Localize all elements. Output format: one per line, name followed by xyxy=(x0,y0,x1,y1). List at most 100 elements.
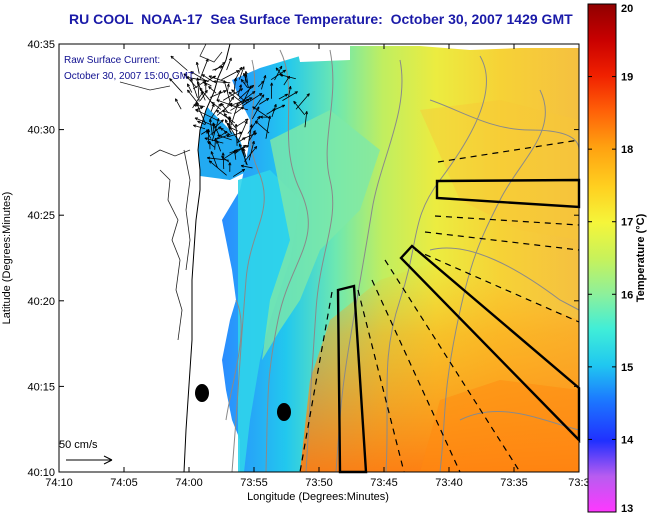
current-vector xyxy=(209,90,227,98)
current-vector xyxy=(237,91,256,106)
y-tick-label: 40:25 xyxy=(27,210,55,222)
current-vector xyxy=(223,113,237,129)
current-vector xyxy=(204,137,224,144)
current-vector-head xyxy=(228,116,231,120)
current-vector xyxy=(202,81,212,87)
current-vector-head xyxy=(209,160,213,162)
current-vector-head xyxy=(213,80,217,82)
current-vector xyxy=(248,130,256,141)
colorbar-tick-label: 16 xyxy=(621,289,633,301)
current-vector xyxy=(215,109,236,124)
colorbar-tick-label: 20 xyxy=(621,3,633,15)
current-vector xyxy=(216,102,233,116)
current-vector-head xyxy=(211,101,215,104)
velocity-scale-label: 50 cm/s xyxy=(59,439,98,451)
current-vector xyxy=(214,61,226,71)
current-vector-head xyxy=(223,62,226,66)
current-vector xyxy=(282,91,298,101)
current-vector-head xyxy=(251,124,253,128)
y-tick-label: 40:35 xyxy=(27,39,55,51)
current-vector xyxy=(170,55,188,71)
current-vector-head xyxy=(220,127,224,130)
current-vector-head xyxy=(169,78,173,81)
figure-title: RU COOL NOAA-17 Sea Surface Temperature:… xyxy=(69,11,573,27)
current-vector-head xyxy=(206,130,210,133)
current-vector-head xyxy=(288,75,291,80)
current-vector-head xyxy=(220,66,223,69)
current-vector xyxy=(211,118,220,142)
current-vector-head xyxy=(187,83,190,87)
transect-line xyxy=(371,279,461,473)
current-vector xyxy=(206,130,212,139)
bathymetry-contours xyxy=(225,49,579,472)
transect-line xyxy=(437,139,580,163)
current-vector xyxy=(200,129,210,135)
current-vector-head xyxy=(187,89,191,92)
current-vector xyxy=(199,87,213,104)
current-vector xyxy=(237,118,249,127)
y-tick-label: 40:15 xyxy=(27,381,55,393)
current-vector xyxy=(235,124,238,146)
y-tick-label: 40:20 xyxy=(27,296,55,308)
current-vector xyxy=(210,151,218,168)
current-vector xyxy=(257,80,265,88)
current-vector-head xyxy=(220,102,224,106)
current-vector xyxy=(229,145,249,154)
current-vector xyxy=(278,93,288,100)
current-vector-head xyxy=(209,118,212,122)
current-vector-head xyxy=(219,126,222,130)
colorbar-tick-label: 19 xyxy=(621,72,633,84)
current-vector-head xyxy=(262,94,265,98)
current-vector-head xyxy=(208,86,212,88)
transect-line xyxy=(434,215,580,226)
current-vector-head xyxy=(235,123,238,127)
current-vector-head xyxy=(247,98,250,102)
colorbar-tick-label: 13 xyxy=(621,503,633,515)
current-vector-head xyxy=(254,132,257,136)
current-vector xyxy=(244,73,247,84)
transect-line xyxy=(357,289,405,473)
current-vector-head xyxy=(295,91,298,95)
current-vector-head xyxy=(224,113,228,116)
current-vector-head xyxy=(240,164,245,167)
current-vector xyxy=(210,103,215,112)
current-vector-head xyxy=(221,155,225,158)
current-vector xyxy=(248,140,255,161)
x-tick-label: 73:40 xyxy=(435,477,463,489)
current-vector xyxy=(271,104,277,118)
x-tick-label: 73:55 xyxy=(240,477,268,489)
current-vector xyxy=(241,93,263,107)
current-vector xyxy=(240,165,253,169)
current-vector xyxy=(194,106,204,111)
current-vector xyxy=(244,146,258,162)
x-axis: 74:10 74:05 74:00 73:55 73:50 73:45 73:40 73:35… xyxy=(45,44,590,489)
current-vector-head xyxy=(308,93,310,97)
current-vector xyxy=(283,75,290,86)
current-vector xyxy=(270,69,286,81)
current-vector-head xyxy=(240,79,244,82)
current-vector-head xyxy=(196,61,199,65)
current-vector xyxy=(226,57,232,71)
current-vector xyxy=(252,106,269,118)
current-vector-head xyxy=(229,162,232,166)
colorbar-label: Temperature (°C) xyxy=(635,213,647,302)
x-tick-label: 73:45 xyxy=(370,477,398,489)
current-vector xyxy=(187,89,200,105)
current-vector xyxy=(208,160,227,176)
current-vector xyxy=(216,140,222,152)
y-tick-label: 40:30 xyxy=(27,125,55,137)
current-vector-head xyxy=(232,96,235,100)
current-vector-head xyxy=(245,73,248,77)
current-vector-head xyxy=(243,148,246,151)
current-vector xyxy=(247,115,261,134)
current-vector-head xyxy=(225,119,228,122)
current-vector-head xyxy=(235,149,239,153)
current-vector-head xyxy=(255,146,258,150)
current-vector-head xyxy=(285,93,288,97)
current-vector xyxy=(221,155,230,163)
current-vector xyxy=(304,111,308,128)
current-vector xyxy=(222,152,225,170)
current-vector xyxy=(169,78,183,93)
current-vector-head xyxy=(230,103,233,107)
current-vector xyxy=(208,75,227,83)
